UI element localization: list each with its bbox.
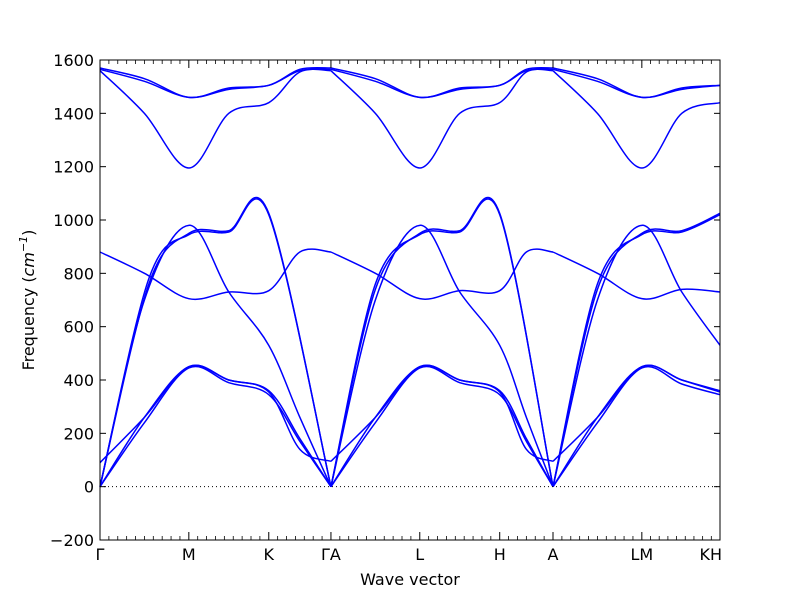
- y-tick-label: 400: [63, 371, 94, 390]
- y-tick-label: −200: [50, 531, 94, 550]
- x-tick-label: ΓA: [321, 545, 341, 564]
- x-tick-label: LM: [630, 545, 653, 564]
- band-line-29: [552, 70, 721, 169]
- x-tick-label: Γ: [96, 545, 105, 564]
- band-line-14: [330, 364, 554, 488]
- plot-frame: [99, 59, 721, 541]
- y-axis-label-exp: −1: [17, 236, 30, 252]
- x-ticks: Γ M K ΓA L H A LM KH: [96, 60, 722, 564]
- band-line-5: [99, 365, 332, 488]
- y-tick-label: 1600: [53, 51, 94, 70]
- y-tick-label: 200: [63, 424, 94, 443]
- y-axis-label-unit: cm: [19, 252, 38, 276]
- band-line-26: [552, 364, 721, 462]
- band-line-11: [330, 198, 554, 487]
- y-axis-label-close: ): [19, 230, 38, 236]
- band-line-23: [552, 224, 721, 487]
- band-line-13: [330, 224, 554, 487]
- band-line-8: [99, 66, 331, 99]
- band-line-17: [330, 68, 554, 99]
- y-axis-label-text: Frequency (: [19, 276, 38, 370]
- band-lines: [99, 66, 721, 488]
- y-axis-label: Frequency (cm−1): [17, 230, 38, 371]
- y-tick-label: 800: [63, 264, 94, 283]
- band-line-7: [99, 68, 331, 99]
- y-tick-label: 600: [63, 318, 94, 337]
- y-ticks: −200 0 200 400 600 800 1000 1200 1400 1600: [50, 51, 720, 550]
- y-tick-label: 1000: [53, 211, 94, 230]
- band-line-28: [552, 67, 721, 99]
- band-line-15: [330, 365, 554, 488]
- x-axis-label: Wave vector: [360, 570, 460, 589]
- band-line-22: [552, 212, 721, 487]
- band-line-18: [330, 66, 554, 99]
- y-tick-label: 1200: [53, 158, 94, 177]
- band-line-12: [330, 196, 554, 487]
- band-line-20: [552, 251, 721, 300]
- band-line-0: [99, 248, 332, 301]
- band-line-9: [99, 68, 331, 169]
- y-tick-label: 0: [84, 478, 94, 497]
- band-line-4: [99, 364, 332, 488]
- y-tick-label: 1400: [53, 104, 94, 123]
- minor-ticks: [108, 60, 712, 540]
- x-tick-label: A: [548, 545, 559, 564]
- x-tick-label: H: [494, 545, 506, 564]
- x-tick-label: L: [415, 545, 424, 564]
- x-tick-label: M: [182, 545, 196, 564]
- x-tick-label: K: [264, 545, 275, 564]
- band-line-16: [330, 364, 554, 463]
- band-line-3: [99, 224, 332, 487]
- band-line-19: [330, 68, 554, 169]
- band-line-6: [99, 364, 332, 464]
- band-line-25: [552, 365, 721, 488]
- x-tick-label: KH: [699, 545, 722, 564]
